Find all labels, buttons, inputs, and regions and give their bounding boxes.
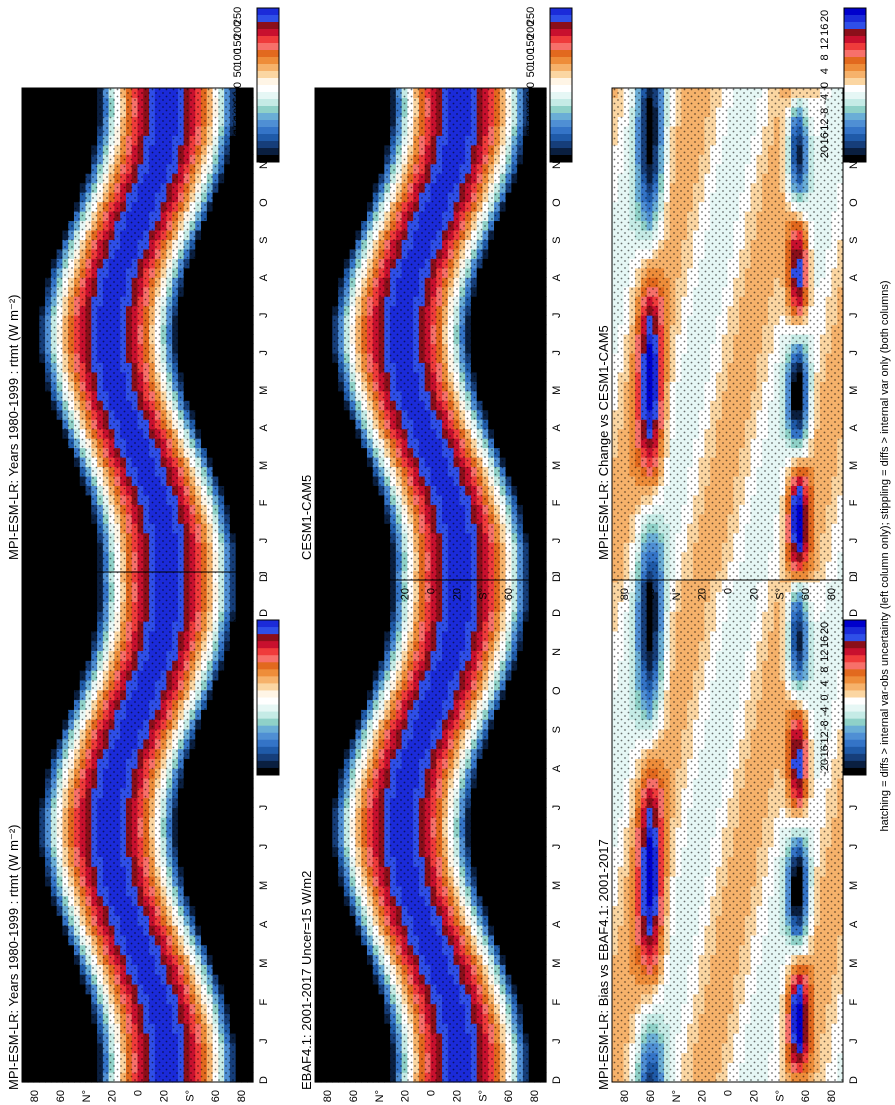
- month-tick-label: M: [258, 959, 270, 968]
- month-tick-label: J: [258, 538, 270, 544]
- lat-tick-label: N°: [81, 1090, 93, 1102]
- month-tick-label: M: [258, 881, 270, 890]
- lat-tick-label: 60: [55, 1090, 67, 1102]
- month-tick-label: S: [258, 236, 270, 243]
- panel-title: MPI-ESM-LR: Years 1980-1999 : rtmt (W m⁻…: [6, 295, 21, 560]
- lat-tick-label: S°: [184, 1090, 196, 1102]
- month-tick-label: J: [258, 844, 270, 850]
- month-tick-label: A: [258, 424, 270, 432]
- month-tick-label: J: [258, 350, 270, 356]
- month-tick-label: A: [258, 920, 270, 928]
- lat-tick-label: 20: [107, 1090, 119, 1102]
- month-tick-label: J: [258, 805, 270, 811]
- chart-panel-2: 8060N°20020S°6080DJFMAMJJASONDJMPI-ESM-L…: [6, 571, 270, 1102]
- chart-panel-1: 8060N°20020S°6080DJFMAMJJASONDJMPI-ESM-L…: [6, 87, 270, 600]
- month-tick-label: D: [258, 609, 270, 617]
- lat-tick-label: 0: [133, 1090, 145, 1096]
- month-tick-label: D: [258, 574, 270, 582]
- month-tick-label: N: [258, 161, 270, 169]
- month-tick-label: O: [258, 198, 270, 207]
- month-tick-label: F: [258, 999, 270, 1006]
- panels-group: 8060N°20020S°6080DJFMAMJJASONDJMPI-ESM-L…: [6, 7, 867, 1102]
- month-tick-label: F: [258, 499, 270, 506]
- hatching-overlay: [32, 112, 74, 172]
- lat-tick-label: 80: [236, 1090, 248, 1102]
- chart-panel-3: 80 60 N° 20 0 20 S° 60 80DJFMAMJJASONDJEBAF4.1: …: [299, 571, 563, 1102]
- month-tick-label: M: [258, 461, 270, 470]
- month-tick-label: D: [258, 1076, 270, 1084]
- panel-title: MPI-ESM-LR: Years 1980-1999 : rtmt (W m⁻…: [6, 825, 21, 1090]
- lat-tick-label: 60: [210, 1090, 222, 1102]
- month-tick-label: M: [258, 386, 270, 395]
- panel-frame: [21, 571, 254, 1083]
- month-tick-label: A: [258, 273, 270, 281]
- lat-tick-label: 20: [158, 1090, 170, 1102]
- month-tick-label: J: [258, 571, 270, 577]
- month-tick-label: J: [258, 1038, 270, 1044]
- hatching-overlay: [32, 597, 74, 659]
- lat-tick-label: 80: [29, 1090, 41, 1102]
- month-tick-label: J: [258, 312, 270, 318]
